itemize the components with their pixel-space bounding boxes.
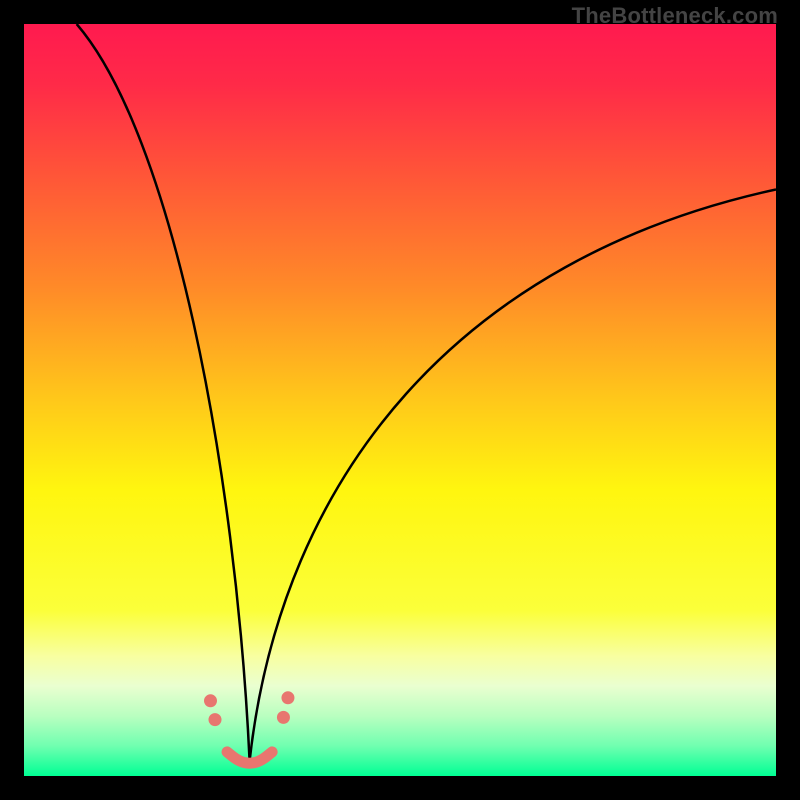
chart-container: TheBottleneck.com [0,0,800,800]
bottleneck-chart-svg [24,24,776,776]
plot-area [24,24,776,776]
marker-dot [209,713,222,726]
marker-dot [277,711,290,724]
marker-dot [204,694,217,707]
marker-dot [281,691,294,704]
